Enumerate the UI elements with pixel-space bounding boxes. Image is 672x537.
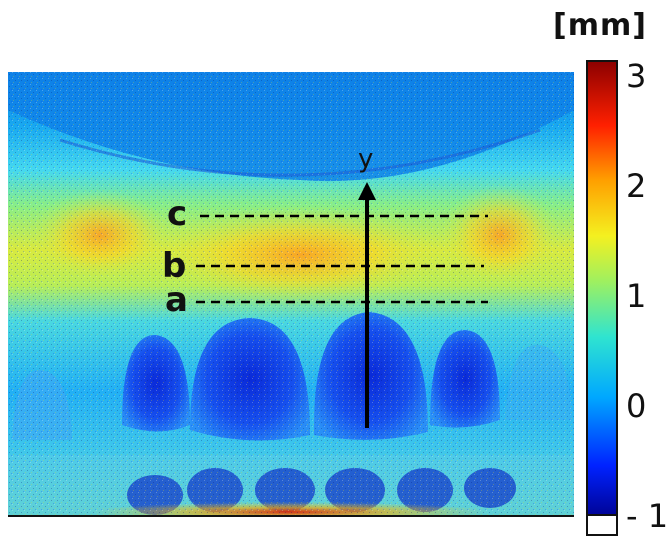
- colorbar-tick-1: 1: [626, 277, 647, 315]
- image-region: [8, 72, 574, 516]
- colorbar-unit: [mm]: [553, 8, 647, 43]
- arrow-head-icon: [358, 182, 376, 200]
- colorbar-tick-0: 0: [626, 387, 647, 425]
- line-label-b: b: [162, 246, 187, 286]
- line-label-c: c: [167, 194, 188, 234]
- colorbar-tick-minus-1: - 1: [626, 497, 669, 535]
- colorbar-tick-3: 3: [626, 57, 647, 95]
- colorbar-tick-2: 2: [626, 167, 647, 205]
- line-label-a: a: [165, 280, 188, 320]
- colorbar: [587, 61, 617, 521]
- y-axis-label: y: [358, 144, 374, 174]
